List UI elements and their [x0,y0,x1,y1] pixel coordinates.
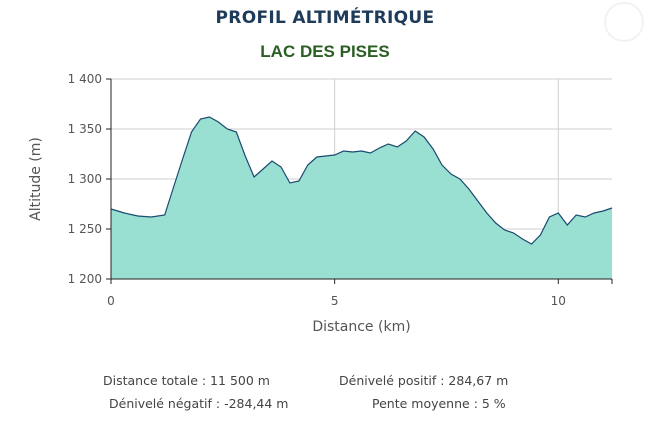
y-tick-label: 1 250 [68,222,102,236]
y-axis-label: Altitude (m) [28,137,44,221]
elevation-line [110,116,613,245]
y-tick-label: 1 350 [68,122,102,136]
y-tick-label: 1 200 [68,272,102,286]
stat-average-slope: Pente moyenne : 5 % [372,396,506,411]
stat-total-distance: Distance totale : 11 500 m [103,373,270,388]
x-tick-label: 10 [551,294,566,308]
stat-positive-elevation: Dénivelé positif : 284,67 m [339,373,509,388]
x-axis-label: Distance (km) [312,319,410,335]
chart-title: PROFIL ALTIMÉTRIQUE [215,8,435,28]
y-tick-label: 1 300 [68,172,102,186]
elevation-area [111,117,612,279]
corner-decoration-icon [604,2,644,42]
stat-negative-elevation: Dénivelé négatif : -284,44 m [109,396,289,411]
x-tick-label: 5 [331,294,339,308]
y-tick-label: 1 400 [68,72,102,86]
chart-subtitle: LAC DES PISES [260,42,390,61]
x-tick-label: 0 [107,294,115,308]
